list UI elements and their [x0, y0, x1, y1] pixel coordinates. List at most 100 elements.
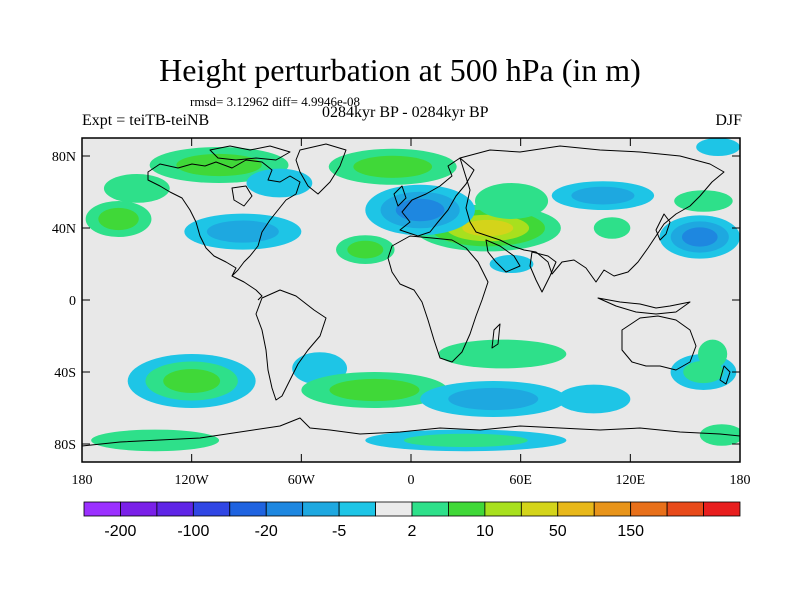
coastline-hudson-bay	[231, 185, 253, 207]
coastline-north-america	[147, 159, 301, 277]
colorbar-box	[120, 501, 158, 517]
colorbar-box	[375, 501, 413, 517]
colorbar-box	[557, 501, 595, 517]
colorbar-box	[302, 501, 340, 517]
anomaly-contour	[438, 339, 567, 369]
coastline-india	[529, 251, 557, 293]
chart-title: Height perturbation at 500 hPa (in m)	[159, 52, 641, 88]
experiment-label: Expt = teiTB-teiNB	[82, 112, 210, 129]
x-tick-label: 120W	[175, 473, 210, 488]
anomaly-contour	[489, 255, 534, 273]
anomaly-region	[659, 215, 740, 259]
season-label: DJF	[715, 112, 742, 129]
anomaly-contour	[681, 227, 718, 247]
coastline-japan	[655, 213, 671, 241]
anomaly-region	[551, 181, 655, 211]
anomaly-region	[697, 339, 728, 369]
colorbar-box	[520, 501, 559, 517]
anomaly-contour	[462, 219, 514, 237]
anomaly-contour	[246, 168, 313, 198]
colorbar-box	[229, 501, 267, 517]
colorbar-box	[265, 501, 304, 517]
anomaly-contour	[571, 186, 635, 205]
y-tick-label: 80S	[54, 438, 76, 453]
coastline-africa	[387, 235, 489, 363]
colorbar-box	[83, 501, 121, 517]
anomaly-region	[246, 168, 313, 198]
colorbar-box	[666, 501, 704, 517]
y-axis: 80N 40N 0 40S 80S	[52, 150, 740, 453]
anomaly-contour	[98, 207, 139, 231]
anomaly-contour	[403, 433, 528, 448]
colorbar-box	[448, 501, 486, 517]
y-tick-label: 40S	[54, 366, 76, 381]
anomaly-contour	[163, 369, 221, 393]
x-tick-label: 180	[72, 473, 93, 488]
anomaly-region	[365, 429, 567, 452]
stats-text: rmsd= 3.12962 diff= 4.9946e-08	[190, 94, 361, 109]
x-tick-label: 60E	[509, 473, 532, 488]
anomaly-contour	[557, 384, 631, 414]
anomaly-contour	[103, 174, 170, 203]
coastline-british-isles	[393, 185, 407, 207]
x-tick-label: 120E	[616, 473, 646, 488]
anomaly-region	[438, 339, 567, 369]
colorbar-box	[630, 501, 668, 517]
colorbar-box	[156, 501, 194, 517]
anomaly-region	[103, 174, 170, 203]
anomaly-region	[301, 372, 448, 408]
anomaly-contour	[697, 339, 728, 369]
anomaly-region	[474, 183, 549, 219]
colorbar-label: 50	[549, 523, 567, 540]
anomaly-contour	[448, 387, 539, 411]
anomaly-contour	[699, 424, 740, 446]
anomaly-region	[127, 354, 256, 408]
anomaly-contour	[674, 190, 733, 212]
coastline-south-america	[255, 289, 327, 401]
anomaly-region	[696, 138, 740, 156]
colorbar-label: -100	[177, 523, 209, 540]
coastline-new-zealand	[719, 365, 731, 385]
coastline-indonesia	[597, 297, 691, 315]
coastline-arabia	[485, 239, 521, 273]
x-tick-label: 60W	[288, 473, 316, 488]
colorbar-label: -200	[104, 523, 136, 540]
x-tick-label: 180	[730, 473, 751, 488]
anomaly-contour	[696, 138, 740, 156]
colorbar: -200 -100 -20 -5 2 10 50 150	[83, 501, 741, 540]
x-tick-label: 0	[408, 473, 415, 488]
period-label: 0284kyr BP - 0284kyr BP	[322, 104, 489, 121]
anomaly-contour	[353, 155, 433, 178]
colorbar-box	[338, 501, 376, 517]
coastline-australia	[621, 315, 697, 371]
anomaly-region	[184, 213, 302, 250]
anomaly-region	[328, 148, 457, 185]
x-axis: 180 120W 60W 0 60E 120E 180	[72, 138, 751, 488]
anomaly-contour	[347, 240, 384, 259]
anomaly-region	[557, 384, 631, 414]
coastline-arctic-islands	[209, 145, 291, 161]
coastlines	[82, 143, 740, 447]
anomaly-contour	[593, 217, 631, 239]
coastline-madagascar	[491, 323, 501, 349]
coastline-asia	[459, 145, 725, 283]
anomaly-region	[336, 235, 395, 264]
map-panel	[82, 138, 740, 462]
anomaly-region	[699, 424, 740, 446]
colorbar-box	[192, 501, 231, 517]
anomaly-region	[489, 255, 534, 273]
colorbar-box	[484, 501, 522, 517]
anomaly-region	[85, 201, 152, 237]
colorbar-label: 2	[408, 523, 417, 540]
colorbar-label: -5	[332, 523, 346, 540]
coastline-central-america	[231, 275, 263, 301]
colorbar-box	[703, 501, 741, 517]
colorbar-box	[411, 501, 449, 517]
anomaly-region	[593, 217, 631, 239]
coastline-greenland	[295, 143, 347, 195]
colorbar-label: 10	[476, 523, 494, 540]
colorbar-box	[593, 501, 632, 517]
y-tick-label: 0	[69, 294, 76, 309]
colorbar-label: -20	[255, 523, 278, 540]
coastline-antarctica	[82, 417, 740, 447]
